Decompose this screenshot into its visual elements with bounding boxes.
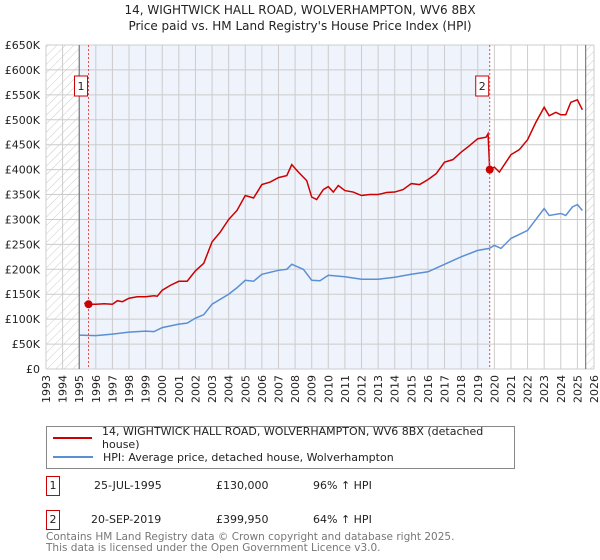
footer: Contains HM Land Registry data © Crown c… bbox=[46, 532, 454, 554]
x-tick-label: 2015 bbox=[405, 375, 418, 403]
x-tick-label: 2005 bbox=[239, 375, 252, 403]
sale-label: 2 bbox=[479, 80, 486, 93]
x-tick-label: 2022 bbox=[522, 375, 535, 403]
y-tick-label: £0 bbox=[26, 363, 40, 376]
legend-item-property: 14, WIGHTWICK HALL ROAD, WOLVERHAMPTON, … bbox=[53, 425, 514, 451]
x-tick-label: 2006 bbox=[256, 375, 269, 403]
x-tick-label: 2012 bbox=[356, 375, 369, 403]
x-tick-label: 2000 bbox=[156, 375, 169, 403]
sale-row-2: 2 20-SEP-2019 £399,950 64% ↑ HPI bbox=[46, 510, 566, 530]
sale-date: 20-SEP-2019 bbox=[91, 513, 162, 526]
chart-title: 14, WIGHTWICK HALL ROAD, WOLVERHAMPTON, … bbox=[0, 2, 600, 34]
x-tick-label: 2020 bbox=[488, 375, 501, 403]
x-tick-label: 2024 bbox=[555, 375, 568, 403]
x-tick-label: 1996 bbox=[90, 375, 103, 403]
legend-swatch-red bbox=[53, 437, 93, 439]
y-tick-label: £150K bbox=[5, 288, 41, 301]
sale-date: 25-JUL-1995 bbox=[94, 479, 162, 492]
x-tick-label: 2009 bbox=[306, 375, 319, 403]
x-tick-label: 1998 bbox=[123, 375, 136, 403]
legend: 14, WIGHTWICK HALL ROAD, WOLVERHAMPTON, … bbox=[46, 425, 515, 469]
price-chart: 1993 1994 1995 1996 1997 1998 1999 2000 2001 2002… bbox=[5, 39, 600, 403]
x-tick-label: 1995 bbox=[73, 375, 86, 403]
y-tick-label: £450K bbox=[5, 139, 41, 152]
y-tick-label: £50K bbox=[12, 338, 41, 351]
sale-hpi: 96% ↑ HPI bbox=[313, 479, 372, 492]
x-tick-label: 1999 bbox=[140, 375, 153, 403]
y-tick-label: £400K bbox=[5, 164, 41, 177]
sale-marker: 2 bbox=[46, 510, 60, 530]
y-tick-label: £500K bbox=[5, 114, 41, 127]
title-line2: Price paid vs. HM Land Registry's House … bbox=[128, 19, 472, 33]
x-tick-label: 1997 bbox=[106, 375, 119, 403]
footer-line2: This data is licensed under the Open Gov… bbox=[46, 542, 381, 554]
y-tick-label: £100K bbox=[5, 313, 41, 326]
legend-label: 14, WIGHTWICK HALL ROAD, WOLVERHAMPTON, … bbox=[102, 425, 484, 451]
x-tick-label: 2025 bbox=[571, 375, 584, 403]
x-tick-label: 2017 bbox=[439, 375, 452, 403]
sale-point bbox=[485, 165, 494, 174]
y-tick-label: £600K bbox=[5, 64, 41, 77]
legend-item-hpi: HPI: Average price, detached house, Wolv… bbox=[53, 449, 394, 465]
x-tick-label: 2018 bbox=[455, 375, 468, 403]
legend-label: HPI: Average price, detached house, Wolv… bbox=[103, 450, 394, 464]
sale-label: 1 bbox=[78, 80, 85, 93]
x-tick-label: 2004 bbox=[223, 375, 236, 403]
sale-label-box bbox=[475, 75, 490, 97]
x-tick-label: 2007 bbox=[272, 375, 285, 403]
x-tick-label: 2016 bbox=[422, 375, 435, 403]
x-tick-label: 2011 bbox=[339, 375, 352, 403]
x-tick-label: 2002 bbox=[189, 375, 202, 403]
y-tick-label: £250K bbox=[5, 238, 41, 251]
property-price-line bbox=[84, 98, 584, 305]
sale-hpi: 64% ↑ HPI bbox=[313, 513, 372, 526]
y-tick-label: £200K bbox=[5, 263, 41, 276]
x-tick-label: 2001 bbox=[173, 375, 186, 403]
sale-label-box bbox=[74, 75, 89, 97]
x-tick-label: 2026 bbox=[588, 375, 600, 403]
sale-point bbox=[84, 300, 93, 309]
x-tick-label: 2023 bbox=[538, 375, 551, 403]
sale-price: £399,950 bbox=[216, 513, 269, 526]
sale-row-1: 1 25-JUL-1995 £130,000 96% ↑ HPI bbox=[46, 476, 566, 496]
x-tick-label: 2013 bbox=[372, 375, 385, 403]
x-tick-label: 2014 bbox=[389, 375, 402, 403]
x-tick-label: 2010 bbox=[322, 375, 335, 403]
y-tick-label: £650K bbox=[5, 39, 41, 52]
y-tick-label: £300K bbox=[5, 213, 41, 226]
footer-line1: Contains HM Land Registry data © Crown c… bbox=[46, 531, 455, 543]
sale-marker: 1 bbox=[46, 476, 60, 496]
shaded-period bbox=[79, 45, 490, 369]
x-tick-label: 1994 bbox=[57, 375, 70, 403]
sale-price: £130,000 bbox=[216, 479, 269, 492]
hatched-period bbox=[585, 45, 594, 369]
hpi-line bbox=[79, 203, 583, 337]
x-tick-label: 2008 bbox=[289, 375, 302, 403]
y-tick-label: £350K bbox=[5, 189, 41, 202]
x-tick-label: 2021 bbox=[505, 375, 518, 403]
title-line1: 14, WIGHTWICK HALL ROAD, WOLVERHAMPTON, … bbox=[124, 3, 476, 17]
y-tick-label: £550K bbox=[5, 89, 41, 102]
x-tick-label: 2019 bbox=[472, 375, 485, 403]
x-tick-label: 2003 bbox=[206, 375, 219, 403]
legend-swatch-blue bbox=[53, 456, 93, 458]
x-tick-label: 1993 bbox=[40, 375, 53, 403]
